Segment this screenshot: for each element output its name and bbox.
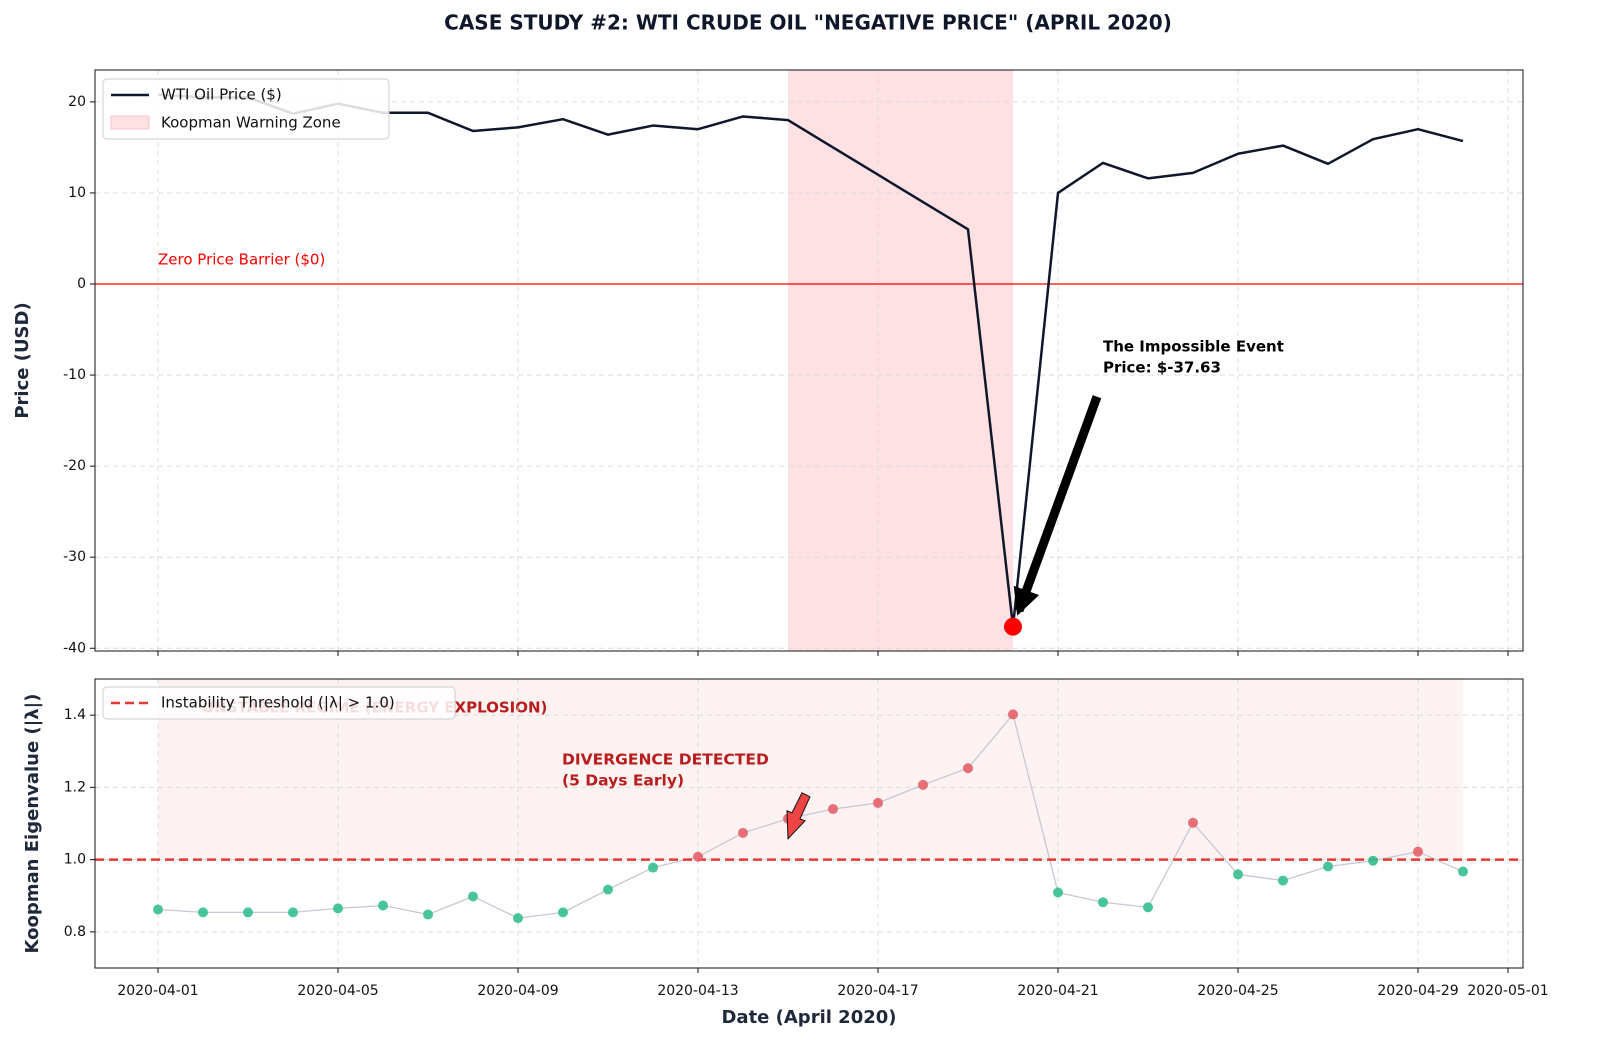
annotation-text: The Impossible Event [1103, 338, 1284, 356]
point [513, 913, 523, 924]
legend-label: WTI Oil Price ($) [161, 86, 282, 104]
y-tick-label: 1.0 [64, 852, 86, 868]
y-axis-label: Koopman Eigenvalue (|λ|) [22, 694, 43, 954]
axes-frame [94, 678, 1524, 969]
point [603, 884, 613, 895]
point [1278, 875, 1288, 886]
point [1098, 897, 1108, 908]
x-tick-label: 2020-04-01 [117, 983, 198, 999]
legend-label: Instability Threshold (|λ| > 1.0) [161, 694, 395, 712]
point [1008, 709, 1018, 720]
x-tick-label: 2020-04-25 [1197, 983, 1278, 999]
y-tick-label: -20 [63, 458, 86, 474]
point [333, 903, 343, 914]
x-tick-label: 2020-04-09 [477, 983, 558, 999]
event-point [1004, 617, 1022, 636]
chart-title: CASE STUDY #2: WTI CRUDE OIL "NEGATIVE P… [444, 11, 1172, 35]
annotation-text: DIVERGENCE DETECTED [562, 751, 769, 769]
annotation-text: (5 Days Early) [562, 772, 684, 790]
point [648, 862, 658, 873]
y-tick-label: -40 [63, 640, 86, 656]
zero-line-label: Zero Price Barrier ($0) [158, 251, 325, 269]
point [963, 763, 973, 774]
axes-frame [94, 69, 1524, 652]
annotation-arrow [786, 792, 811, 841]
point [198, 907, 208, 918]
y-axis-label: Price (USD) [12, 302, 33, 418]
point [288, 907, 298, 918]
point [1143, 902, 1153, 913]
point [1188, 817, 1198, 828]
point [423, 909, 433, 920]
y-tick-label: 0.8 [64, 924, 86, 940]
point [243, 907, 253, 918]
point [1233, 869, 1243, 880]
point [738, 827, 748, 838]
point [918, 779, 928, 790]
x-tick-label: 2020-04-29 [1377, 983, 1458, 999]
point [1368, 855, 1378, 866]
legend-box [102, 78, 390, 140]
point [378, 900, 388, 911]
annotation-arrow [1013, 395, 1102, 616]
legend-box [102, 686, 456, 720]
point [828, 804, 838, 815]
point [558, 907, 568, 918]
annotation-text: Price: $-37.63 [1103, 359, 1221, 377]
x-axis-label: Date (April 2020) [721, 1007, 896, 1028]
y-tick-label: 0 [77, 276, 86, 292]
x-tick-label: 2020-04-05 [297, 983, 378, 999]
y-tick-label: -10 [63, 367, 86, 383]
point [873, 797, 883, 808]
legend-label: Koopman Warning Zone [161, 114, 341, 132]
y-tick-label: 1.2 [64, 779, 86, 795]
y-tick-label: 10 [68, 185, 86, 201]
x-tick-label: 2020-04-17 [837, 983, 918, 999]
y-tick-label: -30 [63, 549, 86, 565]
point [1413, 846, 1423, 857]
point [153, 904, 163, 915]
point [1323, 861, 1333, 872]
point [1458, 866, 1468, 877]
x-tick-label: 2020-04-21 [1017, 983, 1098, 999]
warning-zone [788, 70, 1013, 651]
y-tick-label: 1.4 [64, 707, 86, 723]
y-tick-label: 20 [68, 94, 86, 110]
x-tick-label: 2020-04-13 [657, 983, 738, 999]
x-tick-label: 2020-05-01 [1467, 983, 1548, 999]
point [468, 891, 478, 902]
point [1053, 887, 1063, 898]
point [693, 851, 703, 862]
series-line [157, 713, 1464, 919]
legend-swatch [110, 115, 150, 130]
